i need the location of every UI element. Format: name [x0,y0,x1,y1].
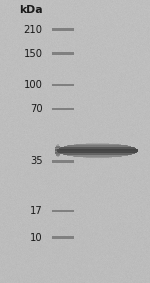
Bar [55,152,60,153]
Bar [57,144,59,145]
Bar [52,84,74,86]
Bar [56,146,60,147]
Text: 70: 70 [30,104,43,114]
Bar [55,150,60,151]
Text: 17: 17 [30,206,43,216]
Bar [56,155,60,156]
Bar [56,153,60,154]
Text: 150: 150 [24,49,43,59]
Bar [56,145,59,146]
Bar [57,156,59,157]
Bar [52,52,74,55]
Text: 100: 100 [24,80,43,90]
Bar [52,209,74,212]
Bar [55,149,60,150]
Bar [55,147,60,148]
Text: 210: 210 [24,25,43,35]
Bar [56,155,59,156]
Bar [52,160,74,162]
Bar [55,153,60,154]
Text: kDa: kDa [19,5,43,15]
Bar [55,148,60,149]
Bar [52,108,74,110]
Bar [52,29,74,31]
Bar [55,149,60,150]
Bar [52,236,74,239]
Bar [55,151,60,152]
Bar [56,154,60,155]
Text: 10: 10 [30,233,43,243]
Bar [55,151,60,153]
Bar [56,145,60,147]
Text: 35: 35 [30,156,43,166]
Bar [55,150,60,151]
Bar [56,147,60,148]
